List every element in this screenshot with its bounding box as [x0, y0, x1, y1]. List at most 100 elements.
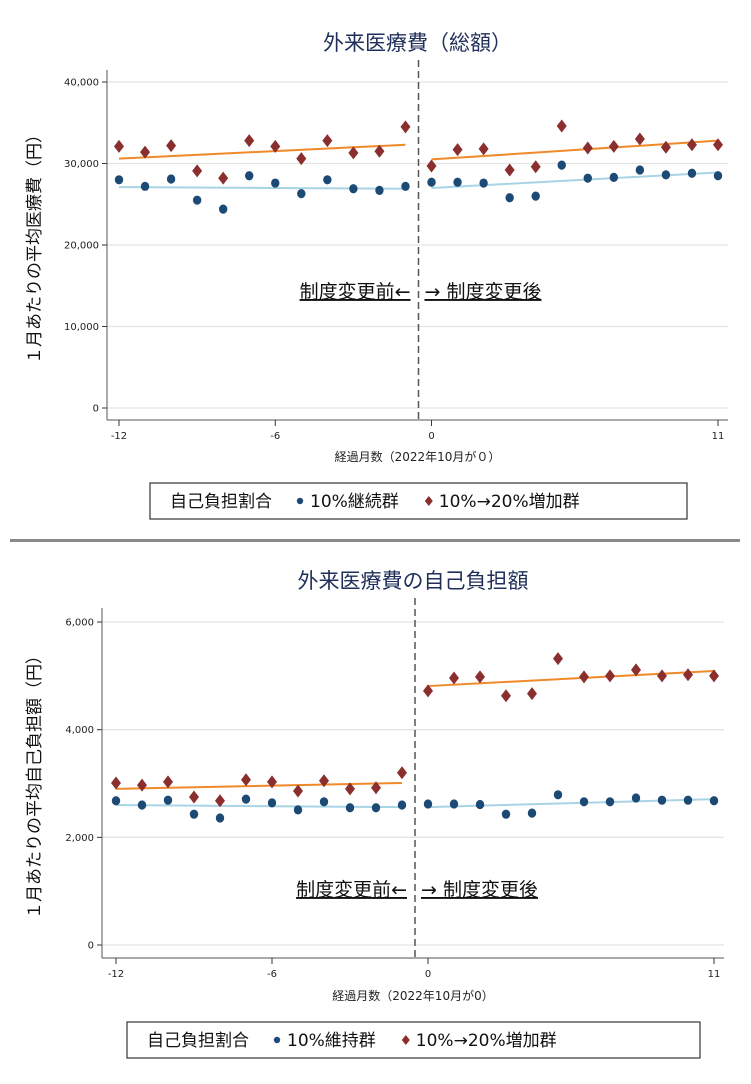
data-point: [218, 204, 228, 214]
series-1: [111, 790, 719, 823]
data-point: [530, 160, 541, 174]
data-point: [323, 175, 332, 185]
x-tick-label: -6: [267, 969, 277, 980]
data-point: [501, 689, 511, 703]
data-point: [137, 800, 147, 810]
y-axis-label: １月あたりの平均自己負担額（円）: [25, 647, 45, 919]
data-point: [244, 134, 255, 148]
legend: 自己負担割合 10%継続群 10%→20%増加群: [149, 482, 688, 520]
data-point: [293, 784, 303, 798]
y-tick-label: 30,000: [64, 159, 99, 170]
data-point: [579, 670, 589, 684]
data-point: [686, 138, 697, 152]
data-point: [218, 171, 229, 185]
legend-title: 自己負担割合: [170, 492, 272, 512]
fit-line-pre: [118, 143, 406, 160]
data-point: [709, 669, 719, 683]
legend-title: 自己負担割合: [147, 1031, 249, 1051]
data-point: [505, 193, 514, 203]
data-point: [478, 142, 489, 156]
data-point: [579, 797, 589, 807]
data-point: [319, 797, 329, 807]
data-point: [371, 781, 381, 795]
data-point: [605, 797, 615, 807]
annotation-after: → 制度変更後: [421, 879, 538, 901]
data-point: [553, 790, 563, 800]
data-point: [345, 803, 355, 813]
series-1: [114, 160, 723, 214]
data-point: [449, 799, 459, 809]
series-2: [114, 119, 723, 185]
chart-title: 外来医療費の自己負担額: [298, 569, 529, 593]
data-point: [371, 803, 381, 813]
data-point: [267, 775, 277, 789]
fit-line-pre: [115, 804, 403, 809]
data-point: [661, 170, 671, 180]
data-point: [215, 813, 225, 823]
data-point: [709, 796, 719, 806]
data-point: [348, 146, 359, 160]
legend-marker-circle: [273, 1036, 281, 1044]
data-point: [713, 138, 723, 152]
data-point: [192, 195, 202, 205]
fit-line-post: [431, 139, 719, 161]
legend-marker-circle: [296, 497, 304, 505]
annotation-before: 制度変更前←: [300, 281, 411, 303]
data-point: [140, 145, 151, 159]
data-point: [189, 809, 199, 819]
data-point: [140, 181, 150, 191]
x-axis-label: 経過月数（2022年10月が0）: [332, 988, 493, 1003]
data-point: [163, 795, 173, 805]
chart-panel-1: 外来医療費（総額） 0 10,000 20,000 30,000 40,000 -12 -6 0…: [25, 31, 728, 520]
data-point: [215, 794, 225, 808]
data-point: [660, 140, 671, 154]
data-point: [297, 189, 306, 199]
data-point: [453, 177, 462, 187]
data-point: [400, 120, 411, 134]
data-point: [657, 795, 667, 805]
data-point: [111, 796, 121, 806]
data-point: [501, 809, 511, 819]
data-point: [713, 171, 723, 181]
data-point: [245, 171, 254, 181]
data-point: [397, 800, 407, 810]
x-tick-label: 0: [425, 969, 431, 980]
legend-label: 10%維持群: [287, 1031, 376, 1051]
data-point: [631, 663, 641, 677]
chart-panel-2: 外来医療費の自己負担額 0 2,000 4,000 6,000 -12 -6 0 11 経過月数（…: [25, 569, 724, 1059]
data-point: [114, 175, 124, 185]
legend-box: [149, 482, 688, 520]
fit-line-post: [427, 669, 715, 688]
annotation-before: 制度変更前←: [296, 879, 407, 901]
data-point: [192, 164, 203, 178]
y-tick-label: 20,000: [64, 241, 99, 252]
data-point: [423, 799, 433, 809]
y-tick-label: 2,000: [65, 833, 94, 844]
data-point: [452, 143, 463, 157]
x-tick-label: 11: [708, 969, 721, 980]
data-point: [504, 163, 515, 177]
data-point: [527, 687, 537, 701]
data-point: [556, 119, 567, 133]
data-point: [634, 132, 645, 146]
fit-line-post: [427, 798, 715, 809]
data-point: [631, 793, 641, 803]
data-point: [241, 773, 251, 787]
x-axis-label: 経過月数（2022年10月が０）: [335, 449, 501, 464]
x-tick-label: -12: [111, 431, 127, 442]
data-point: [683, 668, 693, 682]
data-point: [401, 181, 410, 191]
data-point: [189, 790, 199, 804]
data-point: [605, 669, 615, 683]
y-tick-label: 10,000: [64, 322, 99, 333]
y-tick-label: 0: [93, 404, 99, 415]
data-point: [583, 173, 592, 183]
panel-divider: [10, 539, 740, 542]
data-point: [475, 799, 485, 810]
legend-marker-diamond: [424, 496, 433, 506]
chart-title: 外来医療費（総額）: [323, 31, 512, 55]
data-point: [397, 766, 407, 780]
data-point: [270, 139, 281, 153]
y-tick-label: 40,000: [64, 78, 99, 89]
